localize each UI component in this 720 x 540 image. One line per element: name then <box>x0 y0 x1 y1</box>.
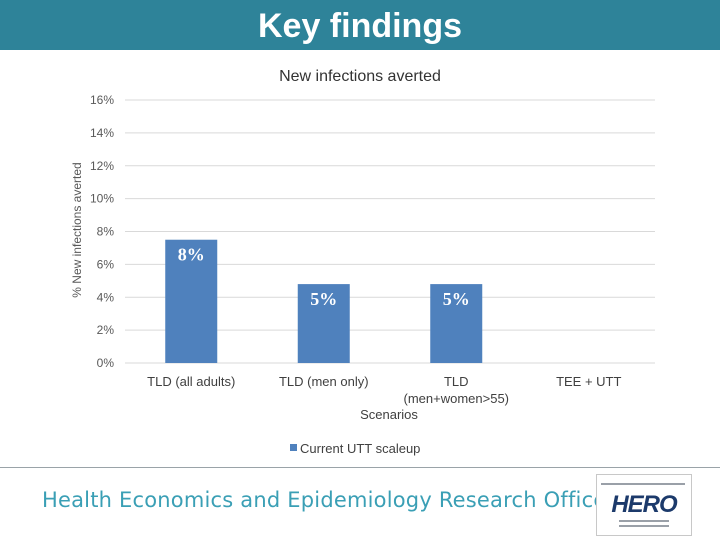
bar-data-label: 5% <box>310 289 337 309</box>
logo-decoration <box>619 520 669 522</box>
legend-swatch <box>290 444 297 451</box>
bar <box>297 284 350 363</box>
x-tick-label: TLD <box>444 374 469 389</box>
y-tick-label: 2% <box>97 323 115 337</box>
bar-chart: New infections averted 0% 2% 4% 6% 8% 10% 12% 14… <box>70 68 655 456</box>
y-tick-label: 10% <box>90 192 114 206</box>
x-tick-label: TLD (men only) <box>279 374 369 389</box>
chart-title: New infections averted <box>279 68 441 85</box>
logo-decoration <box>601 483 685 485</box>
footer-organization-name: Health Economics and Epidemiology Resear… <box>42 488 607 512</box>
y-tick-label: 6% <box>97 257 115 271</box>
y-tick-label: 16% <box>90 93 114 107</box>
slide-title: Key findings <box>257 7 463 45</box>
hero-logo-text: HERO <box>611 491 677 518</box>
y-tick-label: 14% <box>90 126 114 140</box>
legend-entry: Current UTT scaleup <box>300 441 420 456</box>
logo-decoration <box>619 525 669 527</box>
footer-divider <box>0 467 720 468</box>
hero-logo: HERO <box>596 474 692 536</box>
bar <box>430 284 483 363</box>
y-tick-label: 0% <box>97 356 115 370</box>
slide-header <box>0 0 720 50</box>
y-tick-label: 8% <box>97 225 115 239</box>
x-tick-label: TEE + UTT <box>556 374 621 389</box>
y-axis-label: % New infections averted <box>70 162 84 297</box>
x-tick-label: (men+women>55) <box>404 391 510 406</box>
x-tick-label: TLD (all adults) <box>147 374 235 389</box>
bar-data-label: 8% <box>178 245 205 265</box>
y-tick-label: 4% <box>97 290 115 304</box>
bar-data-label: 5% <box>443 289 470 309</box>
y-tick-label: 12% <box>90 159 114 173</box>
bar <box>165 239 218 363</box>
x-axis-label: Scenarios <box>360 407 418 422</box>
